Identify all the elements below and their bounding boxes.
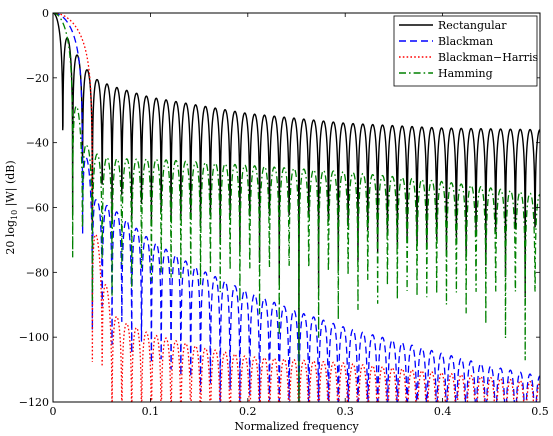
y-axis-ticks: 0 −20 −40 −60 −80 −100 −120 (19, 7, 540, 409)
y-axis-label-subscript: 10 (10, 210, 19, 220)
y-tick-label: 0 (42, 7, 49, 20)
x-tick-label: 0.4 (434, 405, 452, 418)
x-tick-label: 0.3 (336, 405, 354, 418)
legend-label: Hamming (438, 67, 493, 80)
legend: Rectangular Blackman Blackman−Harris Hammin… (393, 15, 538, 87)
x-tick-label: 0.5 (531, 405, 549, 418)
x-tick-label: 0.2 (239, 405, 257, 418)
y-axis-label: 20 log10 |W| (dB) (4, 160, 19, 254)
y-tick-label: −120 (19, 396, 49, 409)
series-layer (53, 13, 540, 402)
series-line-blackman (53, 13, 540, 402)
legend-label: Rectangular (438, 19, 507, 32)
x-tick-label: 0.1 (142, 405, 160, 418)
legend-box (393, 15, 538, 87)
x-tick-label: 0 (50, 405, 57, 418)
y-axis-label-suffix: |W| (dB) (4, 160, 18, 209)
series-line-hamming (53, 13, 540, 402)
y-tick-label: −100 (19, 331, 49, 344)
legend-label: Blackman (438, 35, 493, 48)
y-tick-label: −40 (26, 137, 49, 150)
series-line-blackman-harris (53, 13, 540, 402)
series-line-rectangular (53, 13, 540, 402)
y-tick-label: −80 (26, 266, 49, 279)
legend-label: Blackman−Harris (438, 51, 538, 64)
x-axis-label: Normalized frequency (234, 420, 359, 433)
x-axis-ticks: 0 0.1 0.2 0.3 0.4 0.5 (50, 13, 549, 418)
y-tick-label: −20 (26, 72, 49, 85)
y-axis-label-prefix: 20 log (4, 220, 17, 255)
y-tick-label: −60 (26, 202, 49, 215)
